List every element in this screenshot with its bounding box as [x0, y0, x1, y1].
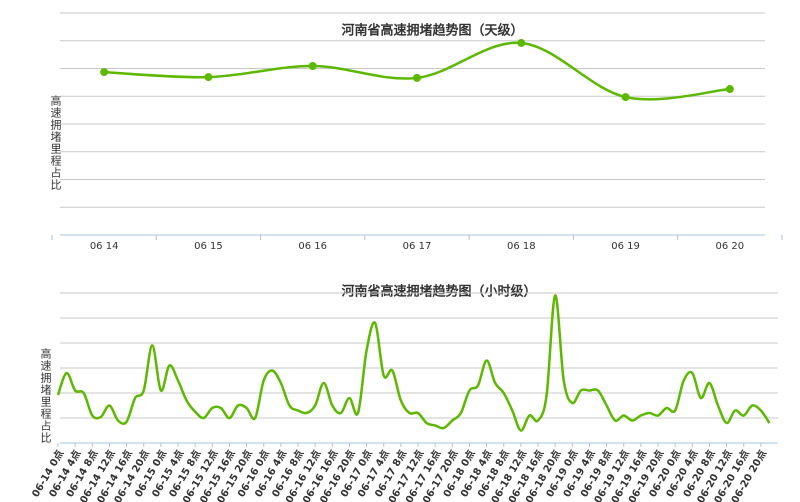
y-axis-label: 高速拥堵里程占比 [49, 94, 62, 191]
x-tick-label: 06 18 [507, 241, 536, 252]
data-point [204, 73, 213, 82]
series-line [104, 41, 730, 101]
x-tick-label: 06 16 [298, 241, 327, 252]
series-line [56, 294, 771, 432]
data-point [725, 85, 734, 94]
y-axis-label: 高速拥堵里程占比 [39, 347, 52, 444]
data-point [100, 68, 109, 77]
data-point [413, 73, 421, 82]
data-point [517, 38, 526, 47]
chart-title: 河南省高速拥堵趋势图（小时级） [341, 284, 536, 300]
x-tick-label: 06 19 [611, 241, 640, 252]
x-tick-label: 06 20 [716, 241, 745, 252]
data-point [621, 93, 630, 102]
x-tick-label: 06 15 [194, 241, 223, 252]
x-tick-label: 06 14 [90, 241, 119, 252]
chart-title: 河南省高速拥堵趋势图（天级） [341, 23, 523, 39]
x-tick-label: 06 17 [403, 241, 432, 252]
data-point [308, 62, 317, 71]
